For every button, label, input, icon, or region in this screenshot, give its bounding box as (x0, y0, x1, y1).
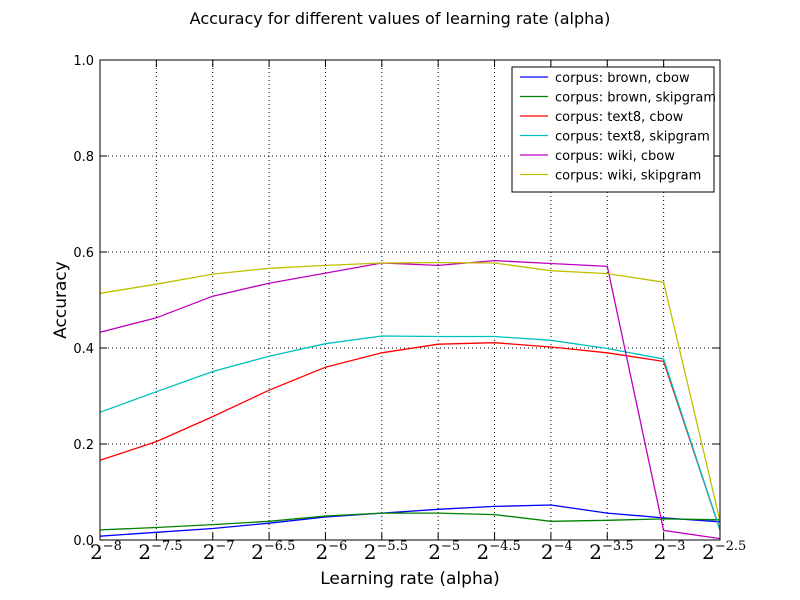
y-tick-label: 1.0 (73, 54, 94, 69)
x-tick-label: 2−3 (654, 539, 686, 564)
legend-box (511, 66, 715, 193)
chart-title: Accuracy for different values of learnin… (190, 9, 611, 28)
y-tick-label: 0.2 (73, 438, 94, 453)
x-axis-label: Learning rate (alpha) (320, 569, 500, 589)
legend-label: corpus: wiki, cbow (555, 149, 675, 164)
legend-label: corpus: wiki, skipgram (555, 169, 701, 184)
legend-label: corpus: brown, skipgram (555, 91, 716, 106)
legend-label: corpus: text8, cbow (555, 110, 684, 125)
x-tick-label: 2−6 (316, 539, 348, 564)
legend-label: corpus: text8, skipgram (555, 130, 710, 145)
x-tick-label: 2−7.5 (138, 539, 182, 564)
x-tick-label: 2−8 (90, 539, 122, 564)
series-line-4 (99, 335, 721, 531)
legend: corpus: brown, cbow corpus: brown, skipgr… (511, 66, 716, 193)
series-line-1 (99, 504, 721, 537)
series-line-5 (99, 259, 721, 540)
y-tick-label: 0.0 (73, 534, 94, 549)
y-tick-label: 0.4 (73, 342, 94, 357)
x-tick-label: 2−4 (541, 539, 573, 564)
x-tick-label: 2−3.5 (589, 539, 633, 564)
series-line-2 (99, 512, 721, 531)
x-tick-label: 2−5.5 (364, 539, 408, 564)
y-tick-label: 0.8 (73, 150, 94, 165)
y-axis-label: Accuracy (51, 261, 71, 339)
series-line-3 (99, 342, 721, 531)
x-tick-label: 2−5 (428, 539, 460, 564)
x-tick-label: 2−2.5 (702, 539, 746, 564)
x-tick-label: 2−4.5 (477, 539, 521, 564)
series-line-6 (99, 261, 721, 521)
x-tick-label: 2−6.5 (251, 539, 295, 564)
axes-frame (99, 59, 721, 541)
x-tick-label: 2−7 (203, 539, 235, 564)
legend-label: corpus: brown, cbow (555, 71, 690, 86)
y-tick-label: 0.6 (73, 246, 94, 261)
